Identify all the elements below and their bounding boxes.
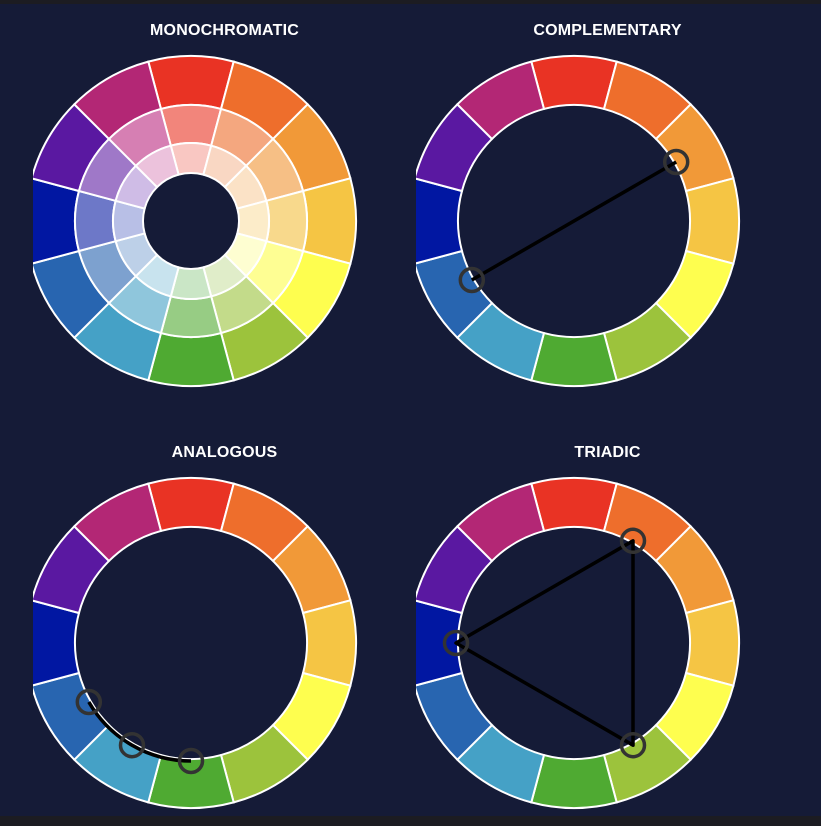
color-harmony-diagram: MONOCHROMATIC COMPLEMENTARY ANALOGOUS TR… [0,4,821,816]
panel-analogous: ANALOGOUS [33,426,416,826]
wheel-segment-outer-green [147,331,235,387]
marker-blue [75,688,103,716]
wheel-segment-inner-red-violet [134,144,180,189]
wheel-segment-outer-yellow-orange [301,177,357,265]
wheel-segment-outer-green [530,331,618,387]
panel-title-complementary: COMPLEMENTARY [533,22,682,39]
panel-title-triadic: TRIADIC [574,444,641,461]
panel-complementary: COMPLEMENTARY [416,4,799,404]
panel-triadic: TRIADIC [416,426,799,826]
complementary-connector-line [470,160,678,282]
wheel-segment-outer-red-violet [455,482,546,563]
triadic-color-wheel [416,477,740,809]
panel-title-monochromatic: MONOCHROMATIC [150,22,299,39]
wheel-segment-outer-yellow-orange [684,177,740,265]
marker-yellow-green [619,731,647,759]
panel-monochromatic: MONOCHROMATIC [33,4,416,404]
wheel-segment-outer-green [530,753,618,809]
wheel-segment-outer-blue [416,249,494,340]
wheel-segment-outer-blue [416,671,494,762]
marker-red-orange [619,527,647,555]
monochromatic-color-wheel [33,55,357,387]
marker-blue-green [118,731,146,759]
marker-blue [458,266,486,294]
panel-title-analogous: ANALOGOUS [171,444,278,461]
wheel-segment-outer-red [530,55,618,111]
wheel-segment-outer-red-violet [72,482,163,563]
wheel-segment-outer-red [147,55,235,111]
triadic-connector-triangle [454,539,635,747]
wheel-segment-outer-red-violet [455,60,546,141]
complementary-color-wheel [416,55,740,387]
wheel-segment-outer-blue-violet [416,177,464,265]
wheel-segment-outer-red [530,477,618,533]
marker-orange [662,148,690,176]
wheel-segment-outer-blue-violet [33,599,81,687]
wheel-segment-outer-blue [33,671,111,762]
wheel-segment-outer-blue-violet [416,599,464,687]
analogous-color-wheel [33,477,357,809]
analogous-connector-arc [87,701,192,763]
wheel-segment-outer-red [147,477,235,533]
marker-blue-violet [442,629,470,657]
wheel-segment-outer-yellow-orange [684,599,740,687]
wheel-segment-outer-blue-violet [33,177,81,265]
wheel-segment-outer-yellow-orange [301,599,357,687]
wheel-segment-outer-green [147,753,235,809]
marker-green [177,747,205,775]
